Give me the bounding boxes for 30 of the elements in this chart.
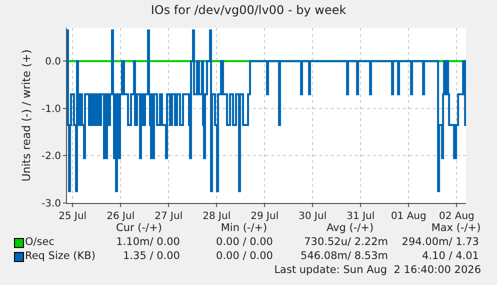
x-tick-label: 29 Jul — [250, 211, 279, 222]
x-tick-label: 26 Jul — [106, 211, 135, 222]
text: Avg (-/+) — [326, 222, 374, 235]
x-tick-label: 28 Jul — [202, 211, 231, 222]
text: 546.08m/ 8.53m — [300, 250, 388, 263]
y-tick-label: -3.0 — [41, 198, 61, 210]
chart-title: IOs for /dev/vg00/lv00 - by week — [150, 2, 346, 17]
legend-label: O/sec — [25, 236, 55, 249]
x-tick-label: 31 Jul — [346, 211, 375, 222]
x-tick-label: 30 Jul — [298, 211, 327, 222]
text: 0.00 / 0.00 — [216, 250, 273, 263]
text: 1.10m/ 0.00 — [116, 236, 180, 249]
text: 294.00m/ 1.73 — [402, 236, 479, 249]
y-tick-label: 0.0 — [45, 56, 61, 68]
text: 1.35 / 0.00 — [123, 250, 180, 263]
text: 4.10 / 4.01 — [422, 250, 479, 263]
x-tick-label: 02 Aug — [438, 211, 474, 222]
x-tick-label: 27 Jul — [154, 211, 183, 222]
y-tick-label: -2.0 — [41, 151, 61, 162]
text: 0.00 / 0.00 — [216, 236, 273, 249]
text: Min (-/+) — [220, 222, 268, 235]
x-tick-label: 01 Aug — [390, 211, 426, 222]
y-axis-title: Units read (-) / write (+) — [20, 49, 34, 182]
text: Last update: Sun Aug 2 16:40:00 2026 — [274, 264, 481, 277]
x-tick-label: 25 Jul — [58, 211, 87, 222]
text: Cur (-/+) — [116, 222, 162, 235]
y-tick-label: -1.0 — [41, 104, 61, 115]
text: 730.52u/ 2.22m — [304, 236, 388, 249]
text: Max (-/+) — [431, 222, 481, 235]
legend-label: Req Size (KB) — [25, 250, 96, 263]
